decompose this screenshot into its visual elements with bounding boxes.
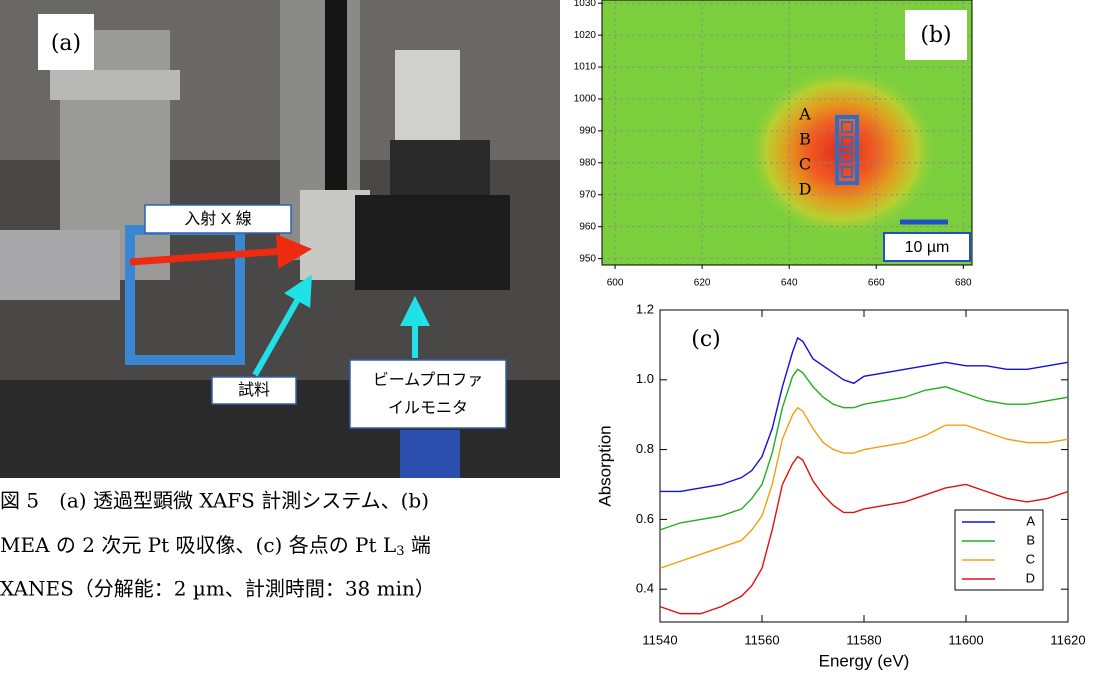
caption-subscript: 3 (396, 544, 404, 559)
x-tick-label: 600 (607, 278, 624, 289)
y-tick-label: 0.8 (636, 441, 654, 456)
panel-label: (c) (691, 327, 721, 352)
monitor-label: イルモニタ (388, 399, 468, 417)
figure: (a) 入射 X 線 試料 ビームプロファ イルモニタ 図 5 (a) 透過型顕… (0, 0, 1100, 675)
caption-line: 図 5 (a) 透過型顕微 XAFS 計測システム、(b) (0, 489, 429, 513)
y-tick-label: 0.6 (636, 511, 654, 526)
panel-label: (a) (51, 31, 81, 56)
legend-label: B (1026, 532, 1035, 547)
y-tick-label: 1020 (574, 30, 597, 41)
point-label: A (798, 105, 811, 124)
x-tick-label: 11600 (948, 632, 983, 647)
y-tick-label: 980 (579, 157, 596, 168)
y-tick-label: 1010 (574, 62, 597, 73)
y-tick-label: 970 (579, 189, 596, 200)
caption-line: XANES（分解能：2 µm、計測時間：38 min） (0, 577, 435, 601)
point-label: B (799, 130, 811, 149)
caption-line: MEA の 2 次元 Pt 吸収像、(c) 各点の Pt L3 端 (0, 533, 431, 559)
monitor-label: ビームプロファ (373, 371, 484, 389)
y-tick-label: 1000 (574, 94, 597, 105)
y-tick-label: 950 (579, 253, 596, 264)
y-tick-label: 0.4 (636, 581, 654, 596)
x-tick-label: 680 (955, 278, 972, 289)
photo: (a) 入射 X 線 試料 ビームプロファ イルモニタ (0, 0, 560, 478)
point-label: C (799, 155, 811, 174)
x-tick-label: 11580 (846, 632, 881, 647)
x-axis-label: Energy (eV) (819, 651, 910, 670)
page: {"photo": {"panel": "(a)", "beam_label":… (0, 0, 1100, 675)
x-tick-label: 620 (694, 278, 711, 289)
plots: 600 620 640 660 680 950 960 970 980 990 1000 1010 10… (574, 0, 1086, 670)
caption-text: 端 (404, 533, 430, 557)
legend-label: A (1026, 513, 1035, 528)
scale-label: 10 µm (905, 239, 950, 256)
y-tick-label: 1.2 (636, 301, 654, 316)
sample-label: 試料 (238, 381, 270, 399)
panel-label: (b) (920, 23, 951, 48)
caption-text: MEA の 2 次元 Pt 吸収像、(c) 各点の Pt L (0, 533, 396, 557)
y-axis-label: Absorption (595, 425, 614, 506)
legend-label: D (1026, 570, 1035, 585)
data-line (660, 338, 1068, 492)
x-tick-label: 640 (781, 278, 798, 289)
x-tick-label: 660 (868, 278, 885, 289)
point-label: D (799, 180, 812, 199)
beam-label: 入射 X 線 (184, 210, 252, 228)
x-tick-label: 11560 (744, 632, 779, 647)
y-tick-label: 960 (579, 221, 596, 232)
y-tick-label: 1030 (574, 0, 597, 9)
x-tick-label: 11620 (1050, 632, 1085, 647)
y-tick-label: 990 (579, 126, 596, 137)
y-tick-label: 1.0 (636, 371, 654, 386)
legend-label: C (1026, 551, 1035, 566)
x-tick-label: 11540 (642, 632, 677, 647)
